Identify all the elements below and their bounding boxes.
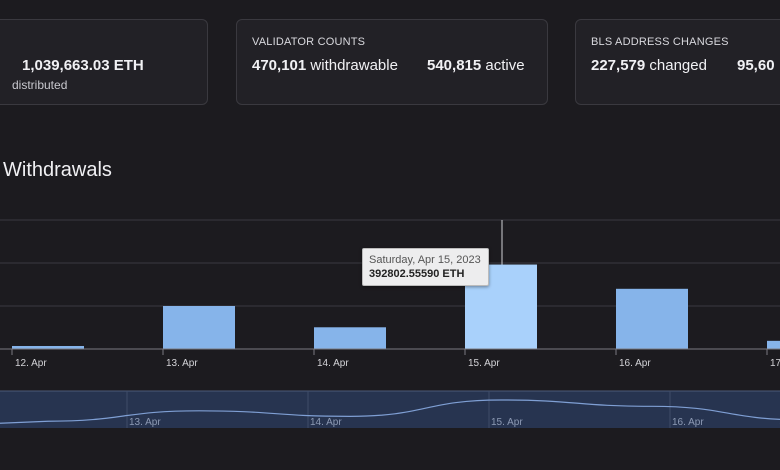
bar-13-apr [163, 306, 235, 349]
section-title: Withdrawals [3, 159, 112, 181]
bar-14-apr [314, 327, 386, 349]
x-tick-label: 12. Apr [15, 358, 47, 369]
bls-changed-stat: 227,579 changed [591, 57, 707, 74]
navigator-tick-label: 14. Apr [310, 417, 342, 428]
navigator-tick-label: 16. Apr [672, 417, 704, 428]
active-value: 540,815 [427, 57, 482, 74]
distributed-card: 1,039,663.03 ETH distributed [0, 19, 208, 105]
validator-counts-label: VALIDATOR COUNTS [252, 36, 366, 48]
chart-tooltip: Saturday, Apr 15, 2023 392802.55590 ETH [362, 248, 489, 286]
bls-address-changes-card: BLS ADDRESS CHANGES 227,579 changed 95,6… [575, 19, 780, 105]
x-tick-label: 13. Apr [166, 358, 198, 369]
bar-16-apr [616, 288, 688, 349]
distributed-value: 1,039,663.03 ETH [22, 57, 144, 74]
tooltip-date: Saturday, Apr 15, 2023 [369, 254, 481, 266]
withdrawals-chart[interactable]: 12. Apr 13. Apr 14. Apr 15. Apr 16. Apr 17. A… [0, 210, 780, 442]
navigator-tick-label: 15. Apr [491, 417, 523, 428]
bls-changed-label: changed [649, 57, 707, 74]
x-tick-label: 16. Apr [619, 358, 651, 369]
active-label: active [485, 57, 525, 74]
x-tick-label: 15. Apr [468, 358, 500, 369]
bar-12-apr [12, 345, 84, 349]
bls-changed-value: 227,579 [591, 57, 646, 74]
tooltip-value: 392802.55590 ETH [369, 268, 465, 280]
bls-label: BLS ADDRESS CHANGES [591, 36, 729, 48]
bls-other-stat: 95,60 [737, 57, 775, 74]
bls-other-value: 95,60 [737, 57, 775, 74]
x-tick-label: 14. Apr [317, 358, 349, 369]
navigator-series-line [0, 399, 780, 424]
navigator-background [0, 391, 780, 428]
x-tick-label: 17. Apr [770, 358, 780, 369]
withdrawable-label: withdrawable [310, 57, 398, 74]
navigator-tick-label: 13. Apr [129, 417, 161, 428]
distributed-label: distributed [12, 78, 68, 92]
withdrawable-value: 470,101 [252, 57, 307, 74]
withdrawable-stat: 470,101 withdrawable [252, 57, 398, 74]
active-stat: 540,815 active [427, 57, 525, 74]
bar-17-apr [767, 340, 780, 349]
validator-counts-card: VALIDATOR COUNTS 470,101 withdrawable 54… [236, 19, 548, 105]
